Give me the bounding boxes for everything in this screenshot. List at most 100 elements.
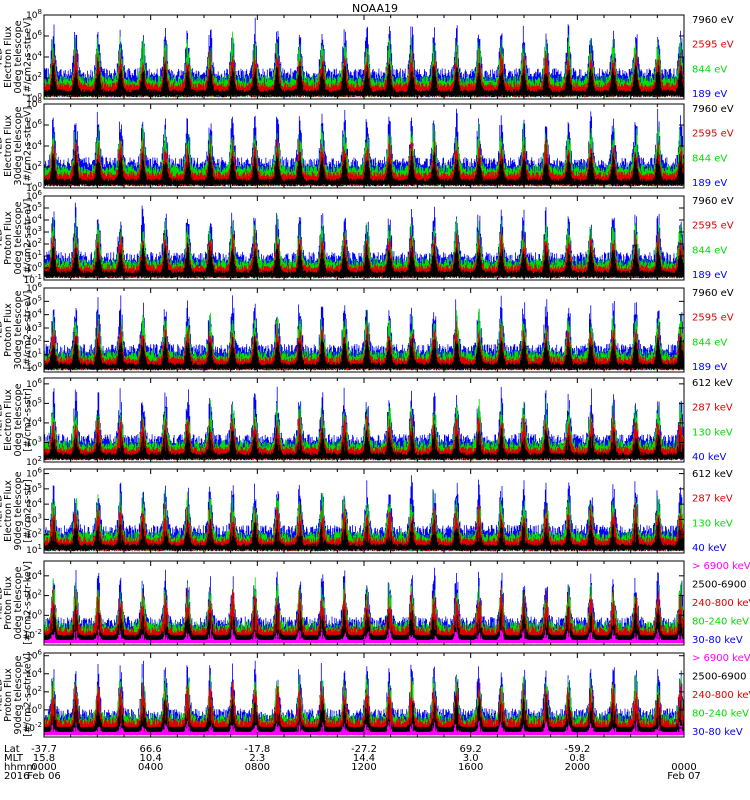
- footer-row-label: Lat: [4, 744, 20, 755]
- legend-2595-ev: 2595 eV: [692, 313, 734, 324]
- panel-1: TEDElectron Flux0deg telescope[#/cm2-s-s…: [0, 8, 734, 105]
- footer-tick-value: 14.4: [353, 753, 375, 764]
- legend-40-kev: 40 keV: [692, 543, 726, 554]
- ylabel-line: MEPED: [0, 586, 5, 619]
- legend-612-kev: 612 keV: [692, 469, 733, 480]
- panel-7-ylabel: MEPEDProton Flux0deg telescope[#/cm2-s-s…: [0, 561, 33, 645]
- legend-7960-ev: 7960 eV: [692, 104, 734, 115]
- legend-189-ev: 189 eV: [692, 89, 727, 100]
- ylabel-line: [#/cm2-s-str]: [22, 388, 33, 451]
- legend-7960-ev: 7960 eV: [692, 15, 734, 26]
- legend-240-800-kev: 240-800 keV: [692, 598, 750, 609]
- ytick-label: 101: [26, 249, 42, 262]
- legend-7960-ev: 7960 eV: [692, 288, 734, 299]
- legend--6900-kev: > 6900 keV: [692, 653, 750, 664]
- ytick-label: 103: [26, 435, 42, 448]
- ylabel-line: MEPED: [0, 403, 5, 436]
- legend-30-80-kev: 30-80 keV: [692, 635, 743, 646]
- legend-844-ev: 844 eV: [692, 337, 727, 348]
- ytick-label: 102: [26, 528, 42, 541]
- panel-3-ylabel: TEDProton Flux0deg telescope[#/cm2-s-str…: [0, 199, 33, 278]
- panel-4-ylabel: TEDProton Flux30deg telescope[#/cm2-s-st…: [0, 290, 33, 369]
- panel-5-ylabel: MEPEDElectron Flux0deg telescope[#/cm2-s…: [0, 383, 33, 456]
- ytick-label: 106: [26, 189, 42, 202]
- footer-tick-value: Feb 07: [667, 771, 701, 782]
- legend-2500-6900: 2500-6900: [692, 672, 747, 683]
- panel-1-ylabel: TEDElectron Flux0deg telescope[#/cm2-s-s…: [0, 18, 33, 97]
- ylabel-line: Electron Flux: [3, 389, 14, 451]
- legend-7960-ev: 7960 eV: [692, 196, 734, 207]
- ytick-label: 102: [26, 685, 42, 698]
- ylabel-line: [#/cm2-s-str-keV]: [22, 561, 33, 645]
- ylabel-line: [#/cm2-s-str-eV]: [22, 18, 33, 97]
- ytick-label: 104: [26, 416, 42, 429]
- ytick-label: 104: [26, 139, 42, 152]
- legend-130-kev: 130 keV: [692, 427, 733, 438]
- ytick-label: 104: [26, 308, 42, 321]
- panel-8-ylabel: MEPEDProton Flux90deg telescope[#/cm2-s-…: [0, 653, 33, 737]
- figure-title: NOAA19: [352, 2, 398, 15]
- legend-2595-ev: 2595 eV: [692, 129, 734, 140]
- footer-tick-value: -59.2: [564, 744, 590, 755]
- ylabel-line: TED: [0, 136, 5, 156]
- ytick-label: 101: [26, 348, 42, 361]
- ylabel-line: TED: [0, 47, 5, 67]
- ylabel-line: 0deg telescope: [13, 566, 24, 639]
- ytick-label: 104: [26, 213, 42, 226]
- ytick-label: 100: [26, 703, 42, 716]
- ylabel-line: 30deg telescope: [13, 290, 24, 369]
- ylabel-line: 0deg telescope: [13, 383, 24, 456]
- ytick-label: 106: [26, 649, 42, 662]
- legend-844-ev: 844 eV: [692, 64, 727, 75]
- ylabel-line: MEPED: [0, 494, 5, 527]
- legend-40-kev: 40 keV: [692, 452, 726, 463]
- legend-189-ev: 189 eV: [692, 178, 727, 189]
- legend-189-ev: 189 eV: [692, 270, 727, 281]
- ytick-label: 102: [26, 334, 42, 347]
- footer-tick-value: -37.7: [31, 744, 57, 755]
- legend-240-800-kev: 240-800 keV: [692, 690, 750, 701]
- ytick-label: 102: [26, 237, 42, 250]
- footer-row-label: 2016: [4, 771, 29, 782]
- panel-6: MEPEDElectron Flux90deg telescope[#/cm2-…: [0, 467, 733, 556]
- ylabel-line: MEPED: [0, 678, 5, 711]
- ylabel-line: Electron Flux: [3, 26, 14, 88]
- footer-tick-value: 0400: [138, 762, 163, 773]
- ytick-label: 106: [26, 29, 42, 42]
- panel-6-ylabel: MEPEDElectron Flux90deg telescope[#/cm2-…: [0, 471, 33, 550]
- ytick-label: 103: [26, 321, 42, 334]
- ytick-label: 108: [26, 8, 42, 21]
- ytick-label: 104: [26, 667, 42, 680]
- ytick-label: 105: [26, 294, 42, 307]
- ytick-label: 103: [26, 225, 42, 238]
- footer-tick-value: 0800: [245, 762, 270, 773]
- ytick-label: 104: [26, 497, 42, 510]
- footer-tick-value: 69.2: [460, 744, 482, 755]
- ylabel-line: 0deg telescope: [13, 201, 24, 274]
- legend-2595-ev: 2595 eV: [692, 221, 734, 232]
- ytick-label: 105: [26, 396, 42, 409]
- legend-844-ev: 844 eV: [692, 153, 727, 164]
- ytick-label: 106: [26, 281, 42, 294]
- ytick-label: 106: [26, 118, 42, 131]
- footer-row-label: MLT: [4, 753, 24, 764]
- legend--6900-kev: > 6900 keV: [692, 561, 750, 572]
- ytick-label: 108: [26, 97, 42, 110]
- legend-2500-6900: 2500-6900: [692, 580, 747, 591]
- ylabel-line: Proton Flux: [3, 668, 14, 722]
- panel-8: MEPEDProton Flux90deg telescope[#/cm2-s-…: [0, 649, 750, 738]
- footer-tick-value: 0.8: [569, 753, 585, 764]
- footer-tick-value: 1200: [351, 762, 376, 773]
- ylabel-line: Proton Flux: [3, 576, 14, 630]
- ytick-label: 102: [26, 71, 42, 84]
- ylabel-line: Electron Flux: [3, 480, 14, 542]
- footer-tick-value: 1600: [458, 762, 483, 773]
- ylabel-line: [#/cm2-s-str-eV]: [22, 291, 33, 370]
- ytick-label: 10-2: [24, 721, 42, 734]
- panels-group: TEDElectron Flux0deg telescope[#/cm2-s-s…: [0, 8, 750, 738]
- ylabel-line: [#/cm2-s-str]: [22, 479, 33, 542]
- ytick-label: 10-1: [24, 273, 42, 286]
- footer-tick-value: 0000: [31, 762, 56, 773]
- panel-4: TEDProton Flux30deg telescope[#/cm2-s-st…: [0, 281, 734, 374]
